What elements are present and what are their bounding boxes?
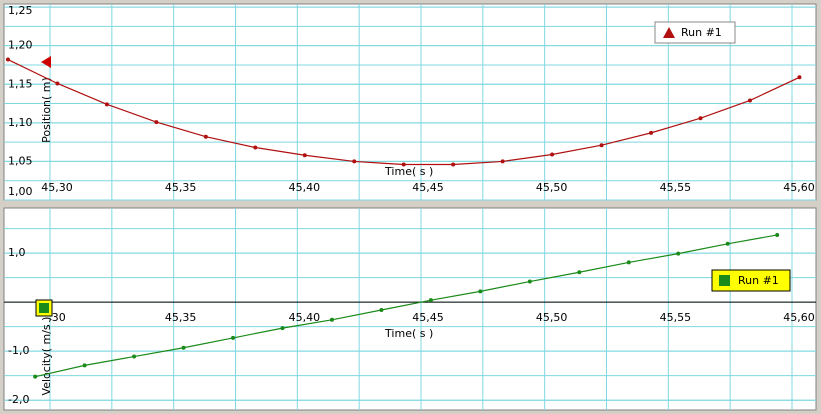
data-point [775, 232, 780, 237]
legend-box [654, 21, 736, 44]
x-tick-label: 45,45 [412, 311, 444, 324]
y-tick-label: 1,00 [8, 185, 33, 198]
y-axis-label: Position( m) [40, 77, 53, 143]
x-axis-label: Time( s ) [384, 327, 433, 340]
data-point [55, 81, 60, 86]
y-tick-label: 1,0 [8, 246, 26, 259]
data-point [132, 354, 137, 359]
y-tick-label: -1,0 [8, 344, 29, 357]
data-point [797, 75, 802, 80]
data-point [104, 102, 109, 107]
data-point [203, 134, 208, 139]
data-point [676, 251, 681, 256]
x-tick-label: 45,35 [165, 311, 197, 324]
data-point [747, 98, 752, 103]
axis-marker [39, 303, 49, 313]
x-tick-label: 45,55 [660, 181, 692, 194]
data-point [401, 162, 406, 167]
plot-area [3, 207, 817, 411]
x-tick-label: 45,55 [660, 311, 692, 324]
data-point [379, 307, 384, 312]
data-point [649, 130, 654, 135]
data-point [500, 159, 505, 164]
data-point [451, 162, 456, 167]
y-tick-label: 1,10 [8, 116, 33, 129]
x-tick-label: 45,60 [783, 181, 815, 194]
data-point [82, 363, 87, 368]
data-point [725, 241, 730, 246]
legend-label: Run #1 [738, 274, 779, 287]
x-tick-label: ,30 [48, 311, 66, 324]
x-tick-label: 45,40 [289, 181, 321, 194]
legend-swatch [719, 275, 730, 286]
data-point [154, 120, 159, 125]
x-tick-label: 45,35 [165, 181, 197, 194]
y-tick-label: 1,15 [8, 77, 33, 90]
legend-swatch [663, 27, 675, 38]
x-tick-label: 45,30 [41, 181, 73, 194]
y-tick-label: -2,0 [8, 393, 29, 406]
data-point [428, 298, 433, 303]
data-point [626, 260, 631, 265]
axis-marker [41, 56, 51, 68]
data-point [5, 57, 10, 62]
y-tick-label: 1,25 [8, 4, 33, 17]
y-tick-label: 1,05 [8, 154, 33, 167]
x-tick-label: 45,60 [783, 311, 815, 324]
x-tick-label: 45,40 [289, 311, 321, 324]
data-point [280, 326, 285, 331]
data-point [329, 317, 334, 322]
y-tick-label: 1,20 [8, 39, 33, 52]
data-point [599, 143, 604, 148]
data-point [33, 374, 38, 379]
legend-label: Run #1 [681, 26, 722, 39]
series-line [35, 234, 778, 378]
x-tick-label: 45,45 [412, 181, 444, 194]
x-tick-label: 45,50 [536, 311, 568, 324]
data-point [550, 152, 555, 157]
y-axis-label: Velocity( m/s ) [40, 317, 53, 396]
data-point [302, 153, 307, 158]
data-point [181, 345, 186, 350]
data-point [352, 159, 357, 164]
data-point [253, 145, 258, 150]
data-point [478, 289, 483, 294]
x-tick-label: 45,50 [536, 181, 568, 194]
legend-box [711, 269, 791, 292]
data-point [577, 270, 582, 275]
data-point [231, 335, 236, 340]
data-point [698, 116, 703, 121]
data-point [527, 279, 532, 284]
x-axis-label: Time( s ) [384, 165, 433, 178]
